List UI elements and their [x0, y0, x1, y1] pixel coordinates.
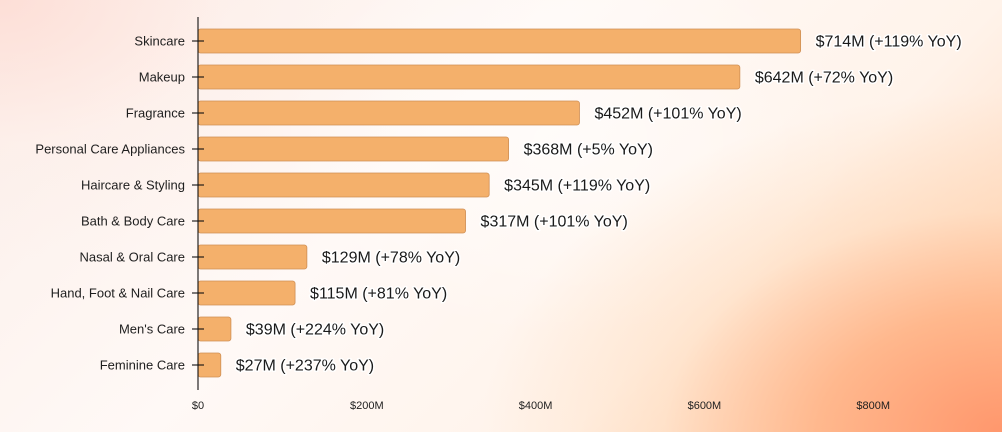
category-label: Haircare & Styling [81, 178, 185, 193]
category-label: Personal Care Appliances [35, 142, 185, 157]
bar [197, 28, 802, 54]
data-label: $714M (+119% YoY) [816, 34, 962, 51]
bar [197, 136, 509, 162]
data-label: $368M (+5% YoY) [524, 142, 653, 159]
bar [197, 64, 741, 90]
data-label: $317M (+101% YoY) [481, 214, 628, 231]
x-axis: $0 $200M $400M $600M $800M [192, 400, 890, 412]
x-tick-label: $800M [856, 400, 890, 412]
category-label: Feminine Care [100, 358, 185, 373]
category-label: Skincare [134, 34, 185, 49]
bar [197, 280, 296, 306]
bar [197, 244, 308, 270]
value-labels-group: $714M (+119% YoY) $642M (+72% YoY) $452M (… [234, 32, 963, 376]
x-tick-label: $600M [688, 400, 722, 412]
bar [197, 208, 466, 234]
data-label: $115M (+81% YoY) [310, 286, 447, 303]
bar [197, 100, 580, 126]
data-label: $39M (+224% YoY) [246, 322, 384, 339]
data-label: $27M (+237% YoY) [236, 358, 374, 375]
data-label: $345M (+119% YoY) [504, 178, 650, 195]
category-label: Hand, Foot & Nail Care [51, 286, 185, 301]
category-label: Makeup [139, 70, 185, 85]
data-label: $642M (+72% YoY) [755, 70, 893, 87]
category-label: Men's Care [119, 322, 185, 337]
bar [197, 172, 490, 198]
category-label: Fragrance [126, 106, 185, 121]
x-tick-label: $200M [350, 400, 384, 412]
category-label: Bath & Body Care [81, 214, 185, 229]
x-tick-label: $400M [519, 400, 553, 412]
category-label: Nasal & Oral Care [80, 250, 185, 265]
data-label: $452M (+101% YoY) [594, 106, 741, 123]
x-tick-label: $0 [192, 400, 204, 412]
data-label: $129M (+78% YoY) [322, 250, 460, 267]
y-axis: Skincare Makeup Fragrance Personal Care App… [35, 17, 204, 390]
